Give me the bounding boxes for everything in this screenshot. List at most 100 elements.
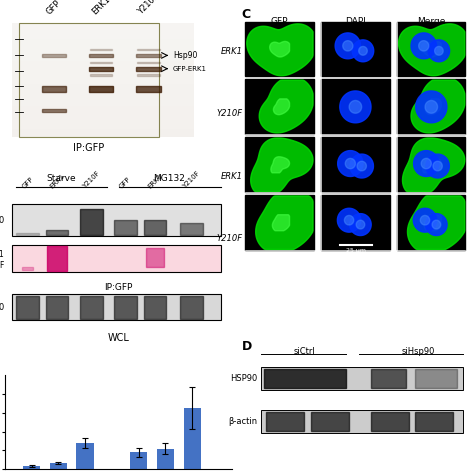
Bar [46, 296, 69, 319]
Bar [11, 134, 194, 135]
Polygon shape [433, 161, 442, 171]
Bar [11, 118, 194, 119]
Bar [261, 410, 463, 433]
Text: 0: 0 [0, 303, 4, 312]
Bar [180, 223, 203, 235]
Polygon shape [356, 220, 365, 229]
Bar [11, 58, 194, 59]
Bar [11, 41, 194, 42]
Bar [11, 136, 194, 137]
Bar [261, 367, 463, 390]
Text: Y210F: Y210F [217, 109, 243, 118]
Bar [11, 104, 194, 105]
Text: ERK1: ERK1 [221, 172, 243, 181]
Bar [19, 23, 159, 137]
Bar [11, 120, 194, 122]
Bar [42, 86, 66, 92]
Bar [11, 34, 194, 35]
Polygon shape [273, 215, 290, 231]
Bar [11, 47, 194, 48]
Bar [11, 100, 194, 101]
Bar [11, 111, 194, 112]
Text: GFP: GFP [20, 176, 35, 190]
Bar [11, 129, 194, 130]
Bar [11, 99, 194, 100]
Bar [321, 195, 390, 250]
Polygon shape [352, 40, 374, 62]
Polygon shape [345, 158, 356, 169]
Text: Y210F: Y210F [136, 0, 161, 17]
Text: 25 μm: 25 μm [346, 248, 366, 253]
Bar [246, 80, 314, 134]
Bar [11, 126, 194, 127]
Polygon shape [259, 80, 313, 133]
Bar [11, 109, 194, 111]
Bar [11, 29, 194, 30]
Bar [397, 137, 465, 192]
Bar [311, 412, 349, 431]
Bar [11, 105, 194, 106]
Bar [11, 96, 194, 98]
Text: IP:GFP: IP:GFP [104, 283, 133, 292]
Polygon shape [335, 33, 361, 59]
Polygon shape [255, 196, 313, 249]
Bar [137, 74, 160, 75]
Bar [11, 89, 194, 91]
Polygon shape [423, 157, 441, 173]
Bar [11, 46, 194, 47]
Bar [11, 117, 194, 118]
Bar [11, 76, 194, 77]
Bar [144, 296, 166, 319]
Text: siCtrl: siCtrl [294, 346, 316, 356]
Bar [47, 246, 67, 271]
Bar [157, 448, 174, 469]
Bar [11, 107, 194, 109]
Bar [11, 135, 194, 136]
Polygon shape [424, 215, 441, 231]
Bar [11, 127, 194, 128]
Bar [11, 87, 194, 88]
Bar [11, 67, 194, 69]
Text: GFP: GFP [118, 176, 132, 190]
Bar [11, 83, 194, 84]
Bar [11, 24, 194, 25]
Polygon shape [247, 24, 313, 76]
Bar [11, 245, 221, 273]
Bar [371, 412, 409, 431]
Bar [321, 80, 390, 134]
Bar [114, 296, 137, 319]
Bar [321, 137, 390, 192]
Polygon shape [411, 33, 437, 59]
Bar [183, 408, 201, 469]
Bar [11, 123, 194, 124]
Polygon shape [428, 40, 450, 62]
Bar [11, 98, 194, 99]
Bar [11, 130, 194, 131]
Polygon shape [420, 216, 429, 225]
Bar [11, 75, 194, 76]
Polygon shape [425, 100, 438, 113]
Text: GFP-ERK1: GFP-ERK1 [173, 66, 207, 72]
Bar [11, 116, 194, 117]
Bar [11, 51, 194, 52]
Bar [11, 60, 194, 62]
Bar [11, 101, 194, 102]
Bar [22, 267, 33, 270]
Bar [11, 65, 194, 66]
Polygon shape [350, 154, 374, 178]
Bar [16, 296, 39, 319]
Bar [11, 23, 194, 24]
Bar [11, 112, 194, 113]
Bar [90, 48, 112, 50]
Text: WCL: WCL [108, 333, 129, 343]
Polygon shape [337, 208, 361, 232]
Polygon shape [251, 138, 313, 191]
Text: GFP: GFP [271, 17, 288, 26]
Polygon shape [270, 41, 290, 57]
Bar [11, 27, 194, 29]
Polygon shape [416, 91, 447, 123]
Bar [11, 119, 194, 120]
Text: F: F [0, 261, 4, 270]
Text: ERK1: ERK1 [48, 173, 65, 190]
Bar [89, 54, 113, 57]
